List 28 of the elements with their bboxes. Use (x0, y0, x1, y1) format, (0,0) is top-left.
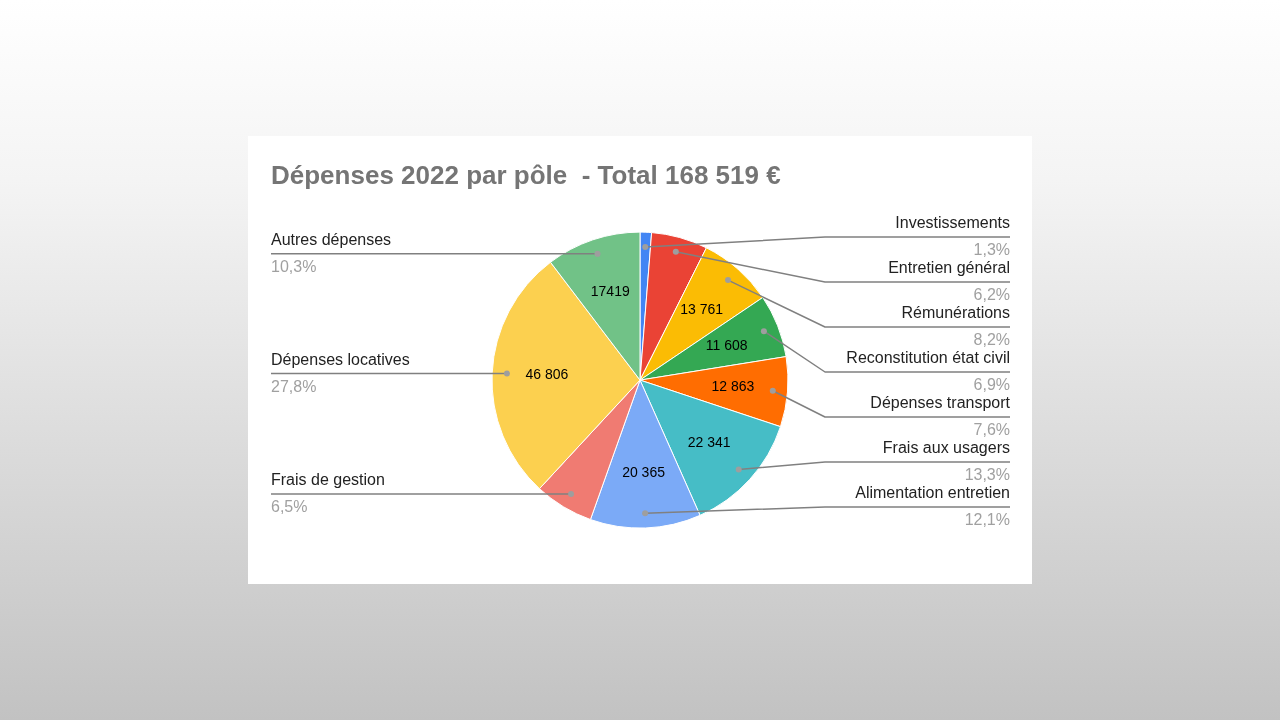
slice-label: Investissements (895, 214, 1010, 232)
text: 12,1% (964, 511, 1010, 529)
slice-label: Frais aux usagers (882, 439, 1010, 457)
data-label: 20 365 (622, 464, 666, 481)
text: 8,2% (973, 331, 1010, 349)
data-label: 12 863 (711, 378, 755, 395)
text: 7,6% (973, 421, 1010, 439)
text: 6,2% (973, 286, 1010, 304)
data-label: 22 341 (687, 433, 731, 450)
slice-label: Autres dépenses (271, 231, 392, 249)
slice-label: Entretien général (888, 259, 1010, 277)
slice-label: Dépenses transport (870, 394, 1011, 412)
data-label: 17419 (590, 282, 630, 299)
slice-label: Frais de gestion (271, 471, 385, 489)
chart-title: Dépenses 2022 par pôle - Total 168 519 € (271, 159, 781, 190)
slice-label: Rémunérations (901, 304, 1010, 322)
data-label: 46 806 (525, 366, 569, 383)
text: 6,5% (271, 498, 308, 516)
text: 10,3% (271, 258, 317, 276)
text: 6,9% (973, 376, 1010, 394)
data-label: 13 761 (680, 300, 724, 317)
text: 27,8% (271, 378, 317, 396)
data-label: 11 608 (705, 336, 748, 353)
slice-label: Dépenses locatives (271, 351, 410, 369)
text: 13,3% (964, 466, 1010, 484)
text: 1,3% (973, 241, 1010, 259)
slice-label: Reconstitution état civil (846, 349, 1010, 367)
slice-label: Alimentation entretien (855, 484, 1010, 502)
